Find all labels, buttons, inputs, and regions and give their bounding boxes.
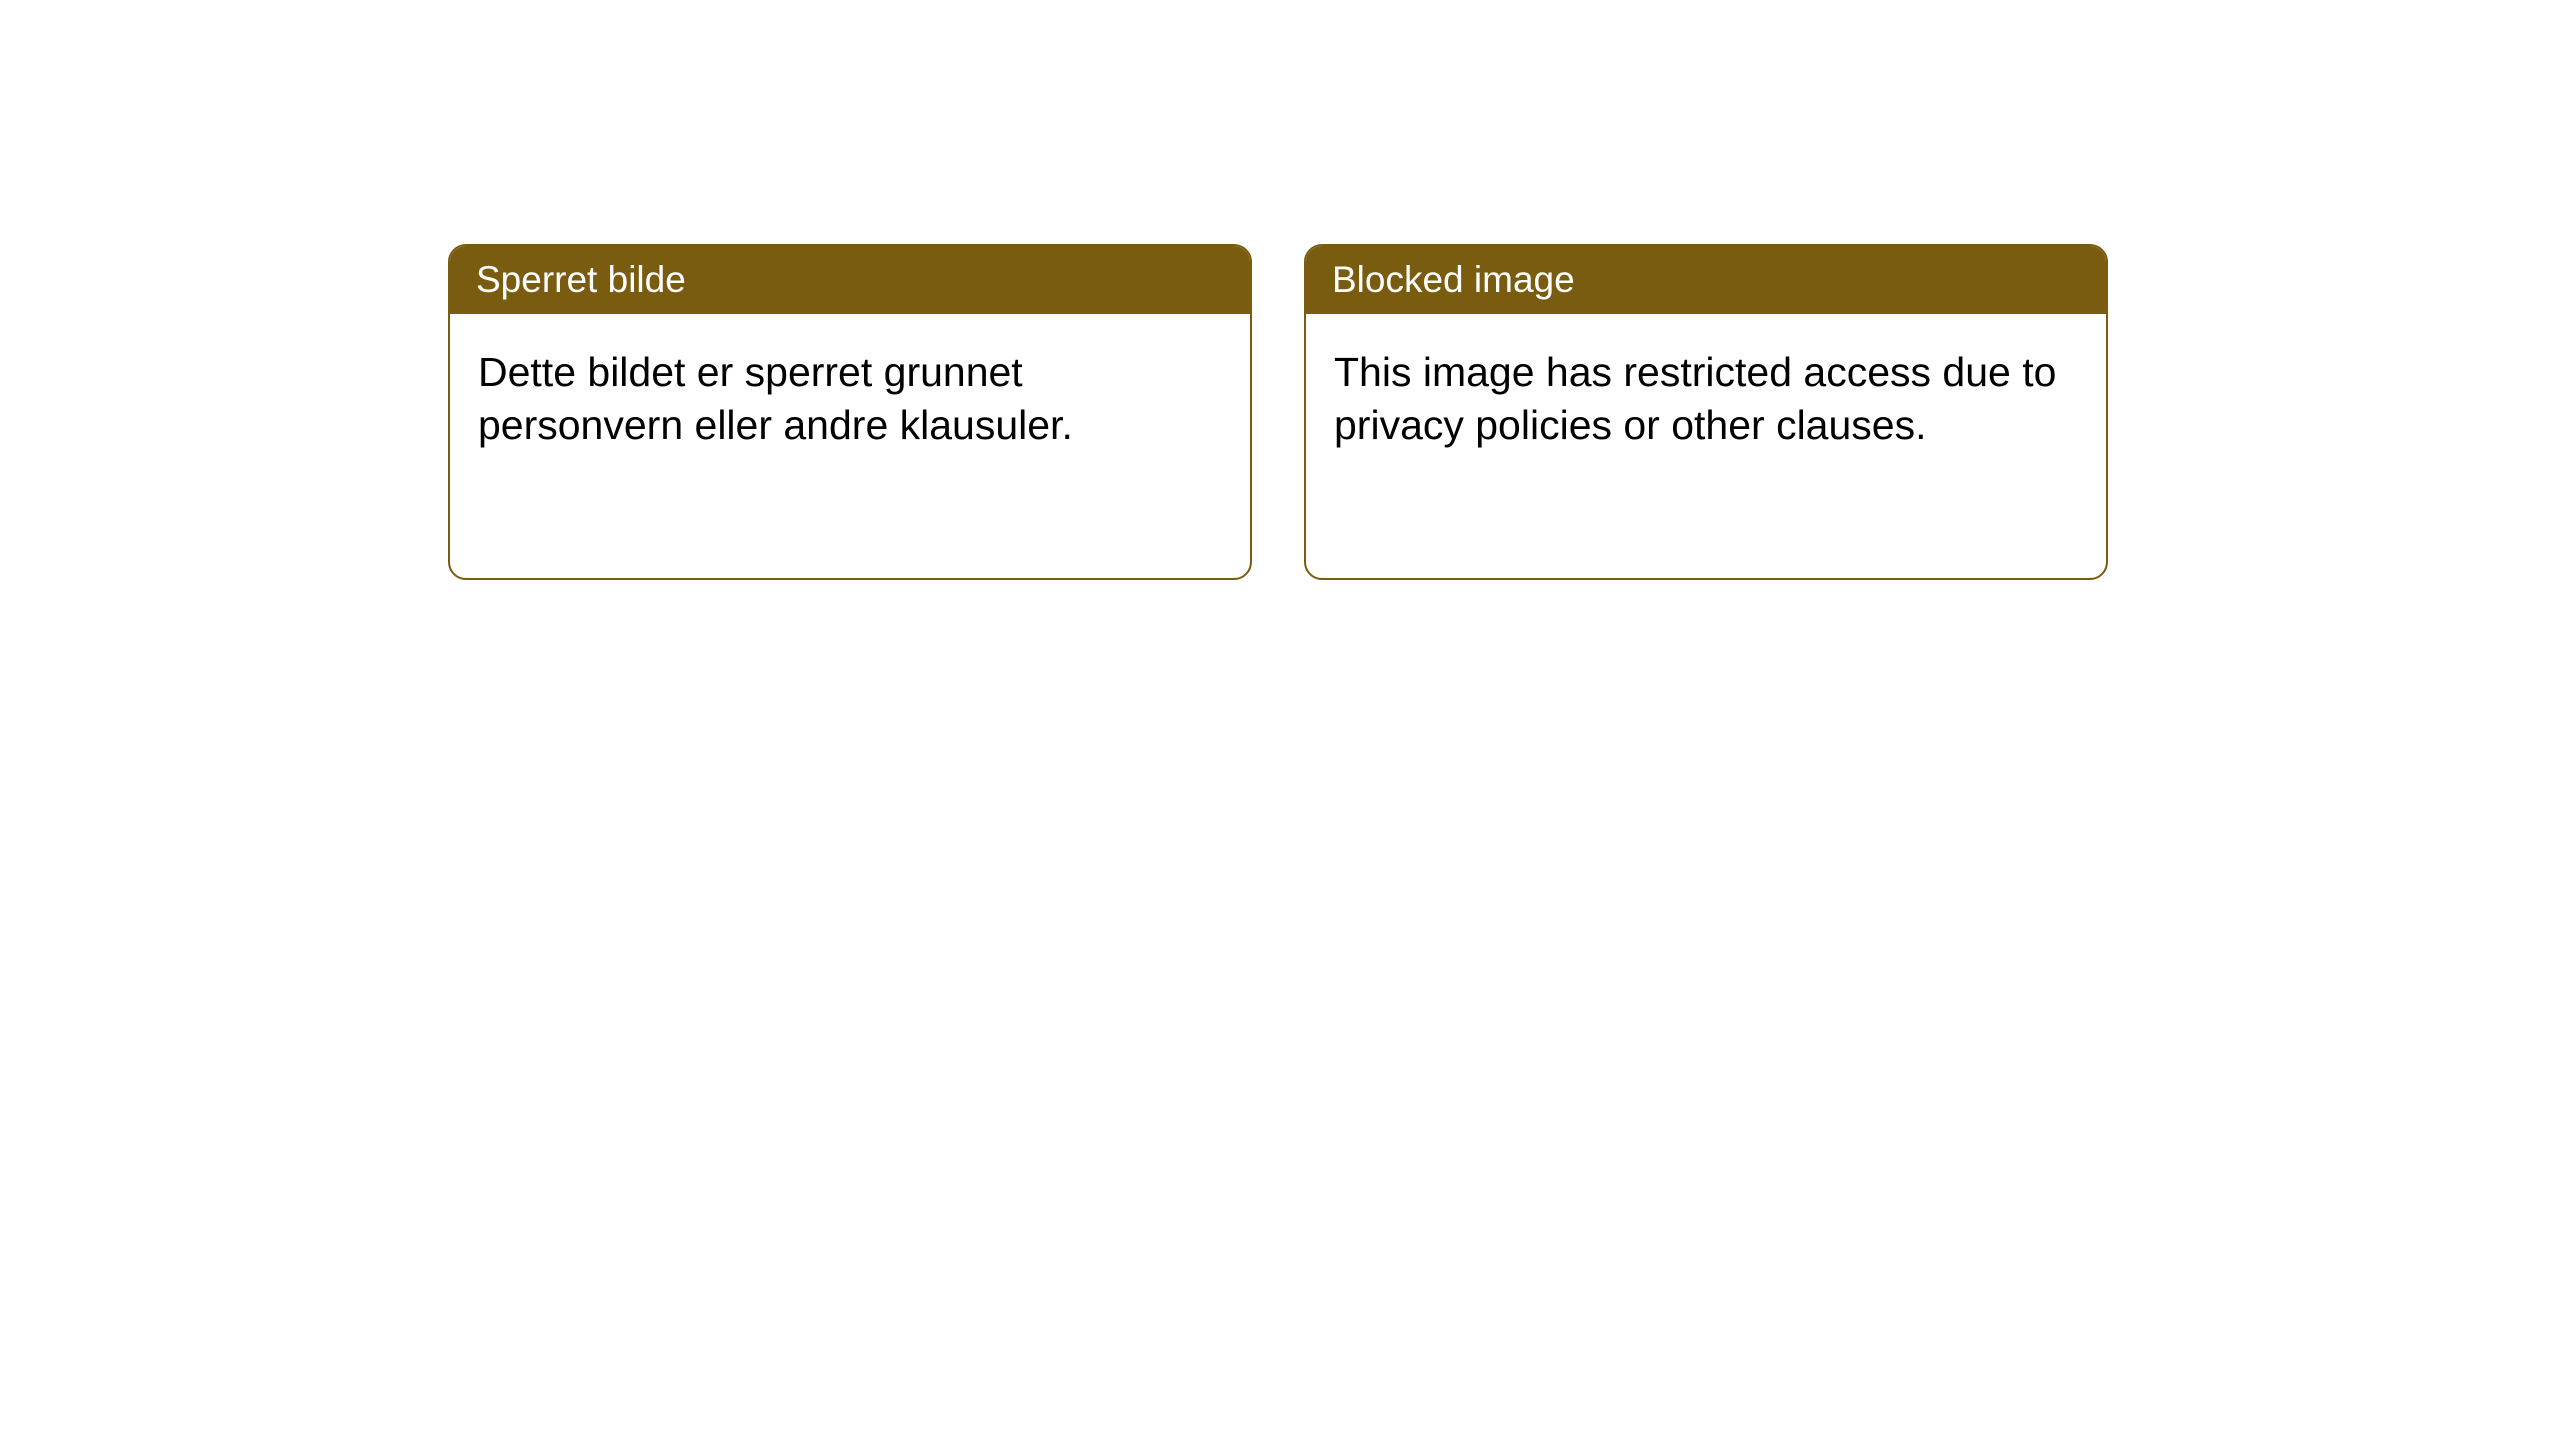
notice-body-no: Dette bildet er sperret grunnet personve… [450,314,1250,471]
notice-title-en: Blocked image [1306,246,2106,314]
notice-body-en: This image has restricted access due to … [1306,314,2106,471]
notice-title-no: Sperret bilde [450,246,1250,314]
blocked-image-notice-no: Sperret bilde Dette bildet er sperret gr… [448,244,1252,580]
blocked-image-notice-en: Blocked image This image has restricted … [1304,244,2108,580]
notice-container: Sperret bilde Dette bildet er sperret gr… [448,244,2108,580]
